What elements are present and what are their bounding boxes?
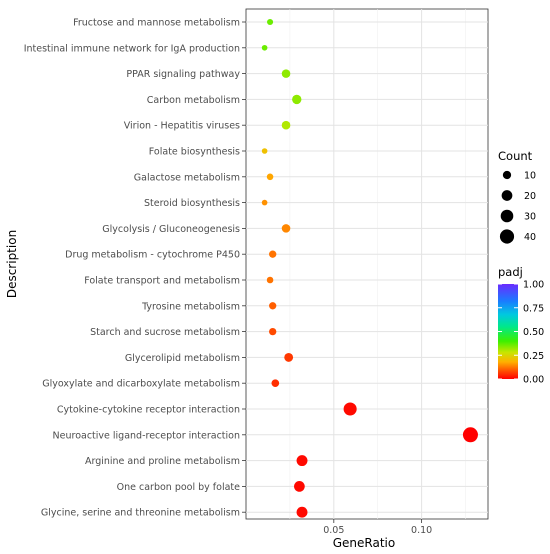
y-tick-label: Fructose and mannose metabolism [73, 18, 240, 29]
data-point [284, 352, 294, 362]
data-point [294, 481, 305, 492]
data-point [261, 44, 268, 51]
y-tick-label: Intestinal immune network for IgA produc… [24, 43, 240, 54]
y-tick-label: Starch and sucrose metabolism [90, 327, 240, 338]
size-legend-dot [502, 170, 512, 180]
y-tick-label: One carbon pool by folate [117, 482, 241, 493]
legend: Count 10 20 30 40 padj 1.00 0.75 0.50 0.25 0.00 [498, 149, 544, 386]
data-point [462, 427, 478, 443]
y-axis: Fructose and mannose metabolism Intestina… [24, 18, 246, 519]
data-point [292, 94, 302, 105]
data-point [271, 379, 280, 388]
y-tick-label: Folate biosynthesis [149, 147, 240, 158]
data-point [281, 69, 291, 78]
x-tick-label: 0.10 [411, 525, 432, 536]
data-points [261, 18, 478, 518]
data-point [266, 173, 274, 181]
size-legend-dot [501, 190, 513, 201]
data-point [296, 506, 308, 518]
y-tick-label: Carbon metabolism [147, 95, 240, 106]
data-point [269, 250, 277, 258]
data-point [281, 224, 291, 233]
color-legend-label: 1.00 [523, 280, 544, 291]
data-point [281, 120, 291, 130]
size-legend-dot [500, 209, 514, 223]
y-tick-label: Glycolysis / Gluconeogenesis [102, 224, 240, 235]
data-point [296, 455, 308, 467]
y-axis-title: Description [5, 230, 19, 298]
data-point [343, 402, 357, 416]
y-tick-label: Neuroactive ligand-receptor interaction [53, 430, 240, 441]
color-bar [498, 284, 518, 379]
data-point [266, 18, 274, 26]
color-legend-title: padj [498, 265, 523, 279]
y-tick-label: Galactose metabolism [134, 172, 240, 183]
color-legend-label: 0.25 [523, 351, 544, 362]
panel-background [245, 8, 489, 520]
size-legend-label: 30 [524, 212, 536, 223]
size-legend: 10 20 30 40 [499, 170, 536, 244]
y-tick-label: Cytokine-cytokine receptor interaction [57, 405, 240, 416]
y-tick-label: Virion - Hepatitis viruses [124, 121, 240, 132]
color-legend-label: 0.50 [523, 327, 544, 338]
data-point [269, 327, 277, 336]
data-point [266, 276, 274, 284]
size-legend-label: 40 [524, 232, 536, 243]
y-tick-label: Folate transport and metabolism [84, 276, 240, 287]
y-tick-label: Glyoxylate and dicarboxylate metabolism [42, 379, 240, 390]
size-legend-label: 20 [524, 191, 536, 202]
color-legend: 1.00 0.75 0.50 0.25 0.00 [498, 280, 544, 386]
x-axis: 0.05 0.10 [323, 519, 432, 536]
y-tick-label: Drug metabolism - cytochrome P450 [65, 250, 240, 261]
data-point [269, 302, 277, 310]
grid-lines [246, 9, 488, 519]
y-tick-label: Glycine, serine and threonine metabolism [41, 508, 240, 519]
size-legend-dot [499, 229, 515, 244]
y-tick-label: PPAR signaling pathway [126, 69, 240, 80]
color-legend-label: 0.75 [523, 303, 544, 314]
x-axis-title: GeneRatio [333, 536, 395, 550]
y-tick-label: Tyrosine metabolism [141, 301, 240, 312]
size-legend-label: 10 [524, 171, 536, 182]
size-legend-title: Count [498, 149, 533, 163]
color-legend-label: 0.00 [523, 375, 544, 386]
x-tick-label: 0.05 [323, 525, 344, 536]
y-tick-label: Glycerolipid metabolism [125, 353, 240, 364]
y-tick-label: Arginine and proline metabolism [85, 456, 240, 467]
data-point [261, 199, 268, 206]
data-point [261, 148, 268, 154]
y-tick-label: Steroid biosynthesis [144, 198, 240, 209]
